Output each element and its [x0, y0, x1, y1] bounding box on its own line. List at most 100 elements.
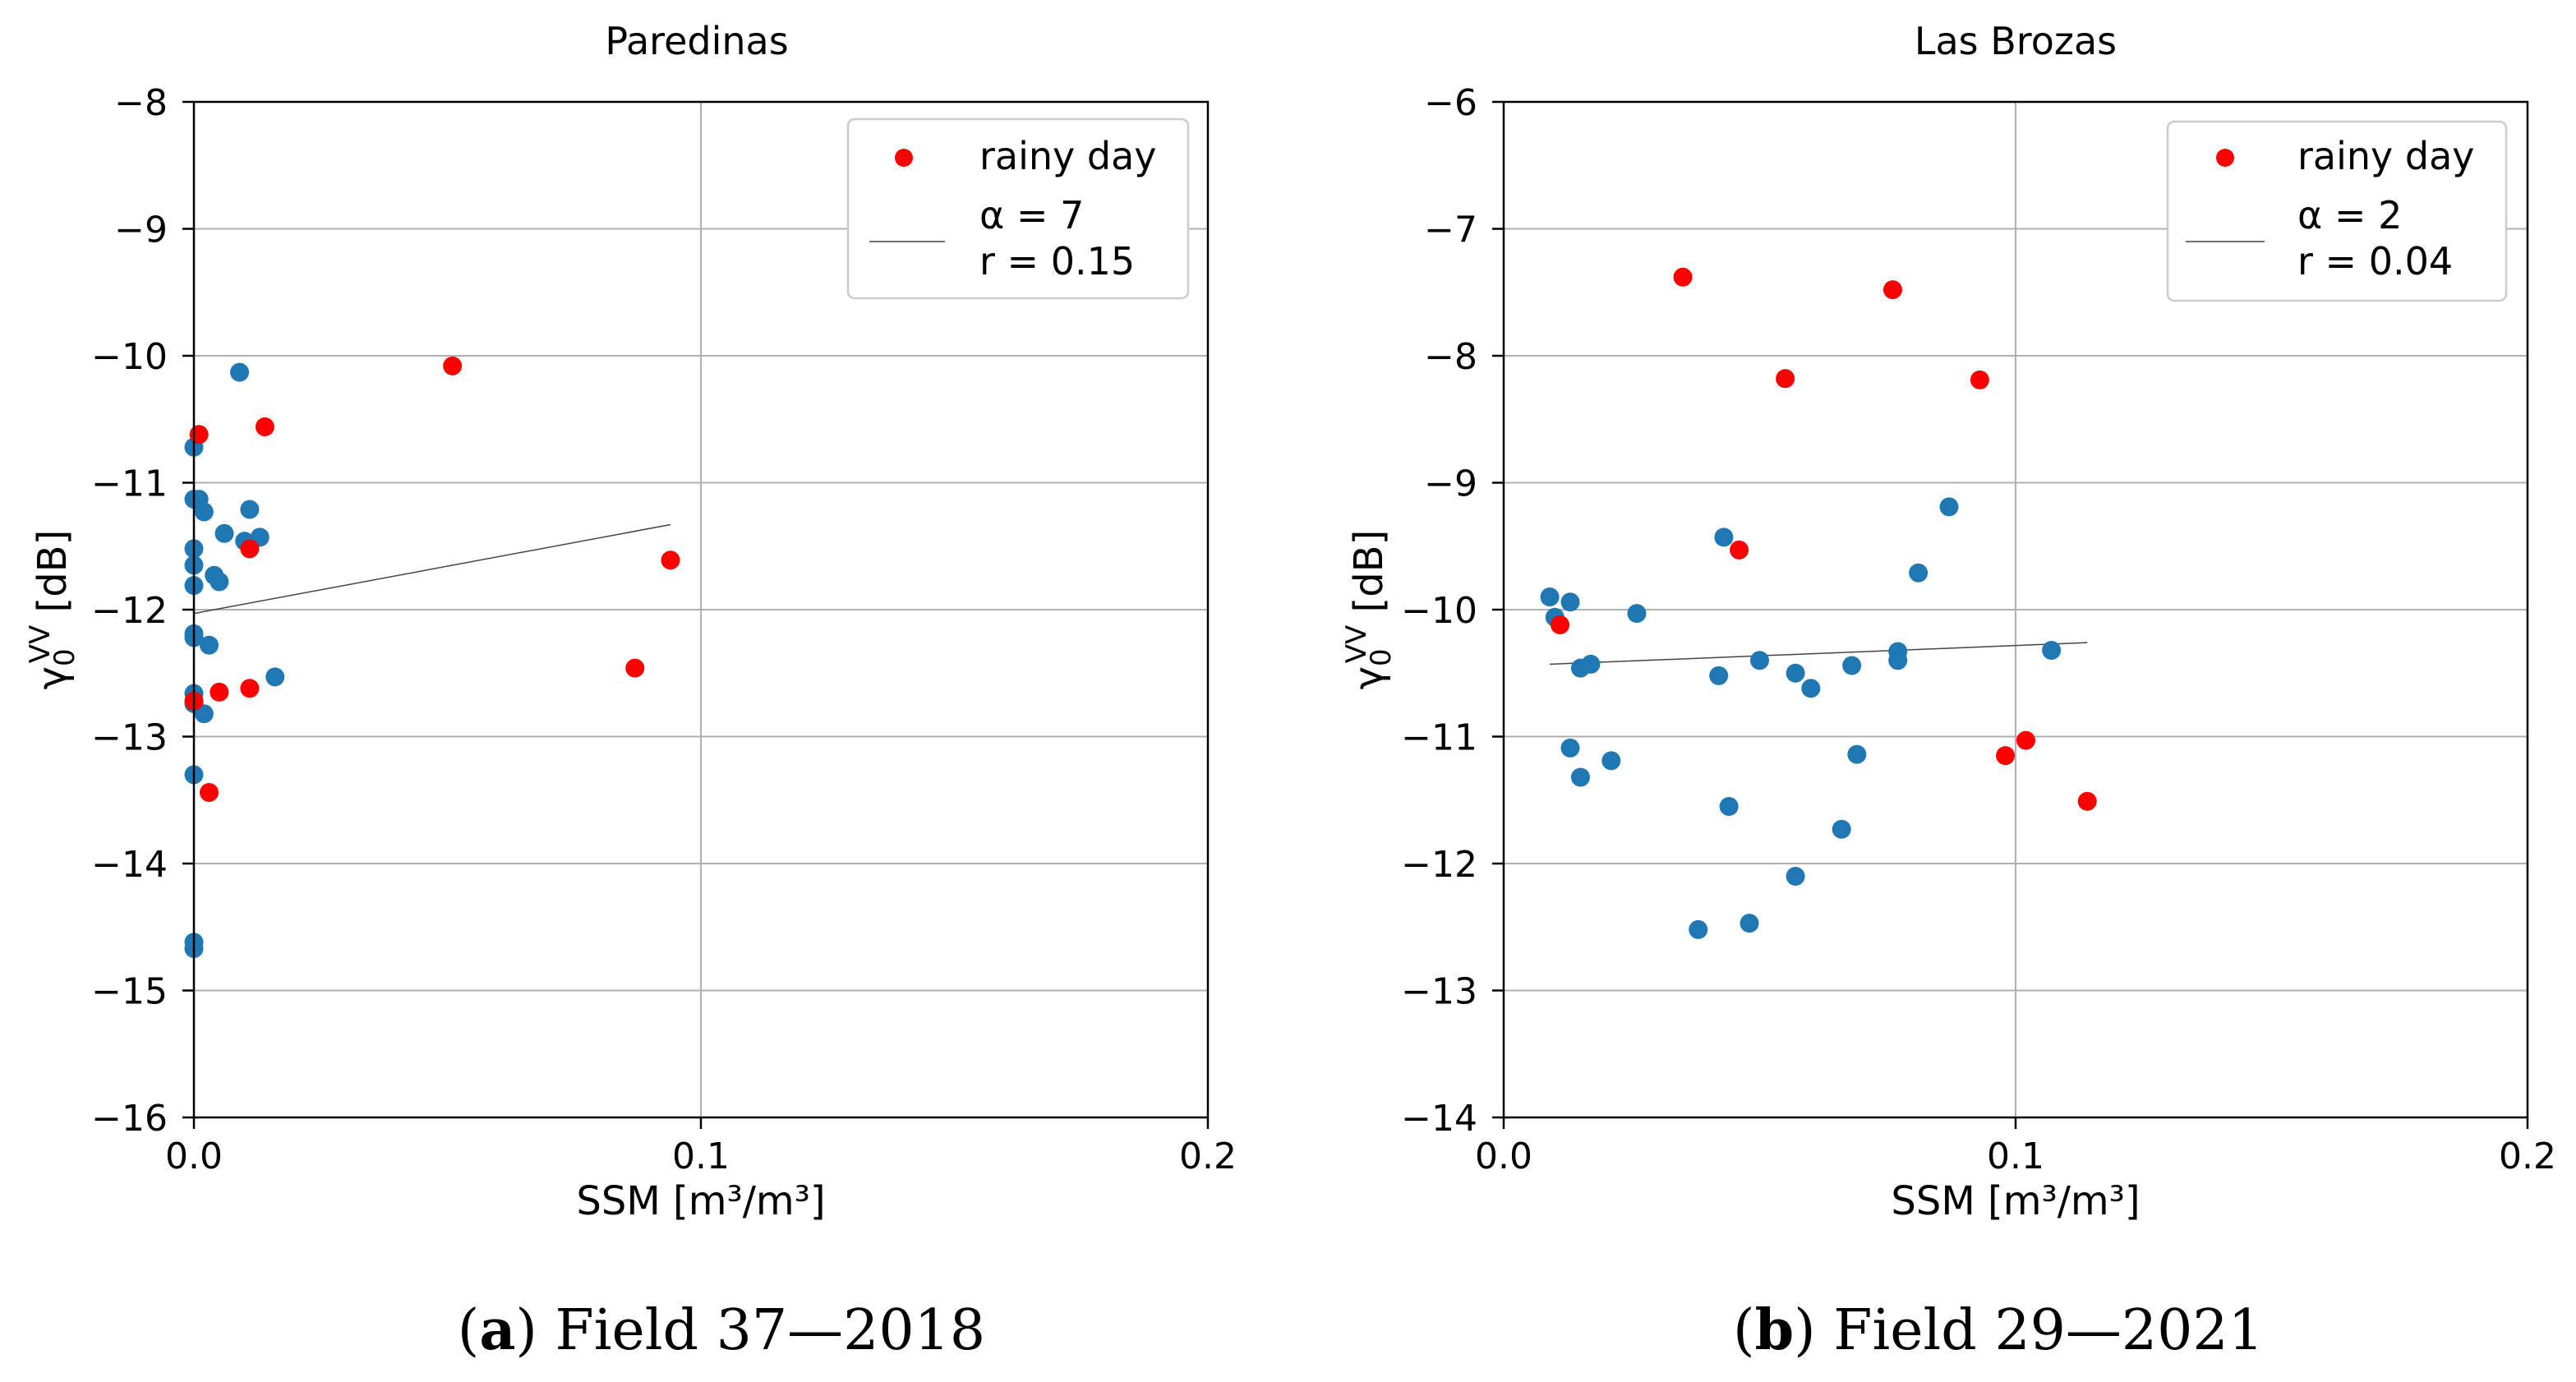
data-point: [200, 635, 219, 655]
rainy-day-point: [1551, 615, 1570, 635]
legend-box: [2166, 120, 2508, 302]
caption-a-text: Field 37—2018: [555, 1298, 986, 1363]
data-point: [1719, 796, 1739, 816]
data-point: [1560, 592, 1580, 612]
caption-a: (a) Field 37—2018: [458, 1297, 985, 1363]
data-point: [214, 523, 234, 543]
x-axis-label: SSM [m³/m³]: [1891, 1178, 2140, 1224]
legend-fit-alpha: α = 7: [979, 193, 1084, 237]
legend-rainy-label: rainy day: [2297, 134, 2475, 178]
fit-line: [193, 523, 671, 615]
y-tick-label: −6: [1424, 82, 1477, 124]
fit-line-group: [1550, 642, 2088, 666]
data-point: [1740, 914, 1759, 933]
rainy-day-point: [1730, 540, 1749, 560]
data-point: [1832, 819, 1851, 839]
data-point: [194, 502, 214, 522]
panel-paredinas: Paredinas 0.0 0.1 0.2 −8 −9 −10 −11 −12 −13 −14 −1…: [24, 19, 1237, 1363]
data-point: [1714, 527, 1734, 547]
legend-rainy-marker: [895, 149, 913, 167]
caption-b: (b) Field 29—2021: [1733, 1297, 2264, 1363]
caption-a-letter: a: [479, 1297, 515, 1363]
y-tick-label: −11: [1401, 717, 1477, 759]
rainy-day-point: [200, 782, 219, 802]
legend: rainy day α = 7 r = 0.15: [846, 117, 1190, 300]
data-point: [1842, 656, 1862, 675]
rainy-day-point: [255, 417, 274, 437]
data-point: [1847, 744, 1867, 764]
y-tick-label: −7: [1424, 210, 1477, 251]
data-point: [1627, 604, 1647, 624]
data-point: [2042, 640, 2062, 660]
x-axis-label: SSM [m³/m³]: [576, 1178, 825, 1224]
y-tick-label: −9: [114, 210, 168, 251]
legend-box: [846, 117, 1190, 300]
chart-title: Las Brozas: [1915, 19, 2117, 63]
rainy-day-point: [1996, 746, 2016, 766]
caption-b-letter: b: [1755, 1297, 1795, 1363]
y-axis-label: γ0VV [dB]: [24, 530, 81, 690]
rainy-day-point: [189, 425, 209, 445]
y-tick-label: −13: [1401, 971, 1477, 1013]
x-tick-label: 0.1: [1987, 1136, 2044, 1177]
ticks: 0.0 0.1 0.2 −8 −9 −10 −11 −12 −13 −14 −15 −16: [91, 82, 1237, 1177]
data-point: [230, 362, 250, 382]
y-tick-label: −12: [1401, 844, 1477, 886]
points-group: [184, 356, 680, 959]
y-tick-label: −14: [1401, 1098, 1477, 1140]
rainy-day-point: [210, 682, 229, 702]
rainy-day-point: [625, 658, 645, 678]
fit-line: [1550, 642, 2088, 666]
y-tick-label: −13: [91, 717, 168, 759]
data-point: [240, 500, 260, 519]
rainy-day-point: [1970, 370, 1989, 389]
caption-b-text: Field 29—2021: [1833, 1298, 2264, 1363]
x-tick-label: 0.0: [165, 1136, 223, 1177]
data-point: [1786, 866, 1805, 886]
data-point: [265, 667, 285, 687]
data-point: [1750, 651, 1769, 670]
x-tick-label: 0.1: [672, 1136, 730, 1177]
y-tick-label: −9: [1424, 463, 1477, 505]
ticks: 0.0 0.1 0.2 −6 −7 −8 −9 −10 −11 −12 −13 −14: [1401, 82, 2556, 1177]
data-point: [1540, 587, 1560, 607]
x-tick-label: 0.2: [1179, 1136, 1237, 1177]
x-tick-label: 0.0: [1475, 1136, 1532, 1177]
legend-fit-alpha: α = 2: [2297, 193, 2402, 237]
data-point: [1689, 919, 1708, 939]
y-tick-label: −15: [91, 971, 168, 1013]
y-tick-label: −12: [91, 590, 168, 632]
rainy-day-point: [2016, 730, 2035, 750]
rainy-day-point: [1882, 280, 1902, 300]
legend-rainy-marker: [2216, 149, 2234, 167]
chart-title: Paredinas: [605, 19, 788, 63]
data-point: [1786, 663, 1805, 683]
rainy-day-point: [661, 550, 680, 570]
y-tick-label: −16: [91, 1098, 168, 1140]
y-tick-label: −8: [114, 82, 168, 124]
rainy-day-point: [443, 356, 463, 375]
y-tick-label: −14: [91, 844, 168, 886]
rainy-day-point: [2077, 791, 2097, 811]
legend-fit-r: r = 0.04: [2297, 239, 2453, 283]
x-tick-label: 0.2: [2499, 1136, 2556, 1177]
legend-fit-r: r = 0.15: [979, 239, 1135, 283]
fit-line-group: [193, 523, 671, 615]
panel-las-brozas: Las Brozas 0.0 0.1 0.2 −6 −7 −8 −9 −10 −11 −12 −13…: [1340, 19, 2556, 1363]
data-point: [1801, 679, 1821, 698]
y-axis-label: γ0VV [dB]: [1340, 530, 1398, 690]
data-point: [1560, 738, 1580, 758]
y-tick-label: −10: [91, 336, 168, 378]
legend-rainy-label: rainy day: [979, 134, 1157, 178]
data-point: [194, 704, 214, 724]
rainy-day-point: [1673, 267, 1693, 287]
data-point: [1709, 666, 1729, 685]
data-point: [1570, 767, 1590, 787]
data-point: [1601, 751, 1621, 771]
y-tick-label: −11: [91, 463, 168, 505]
y-tick-label: −8: [1424, 336, 1477, 378]
data-point: [1939, 497, 1959, 517]
data-point: [1909, 563, 1929, 583]
data-point: [1581, 654, 1601, 674]
